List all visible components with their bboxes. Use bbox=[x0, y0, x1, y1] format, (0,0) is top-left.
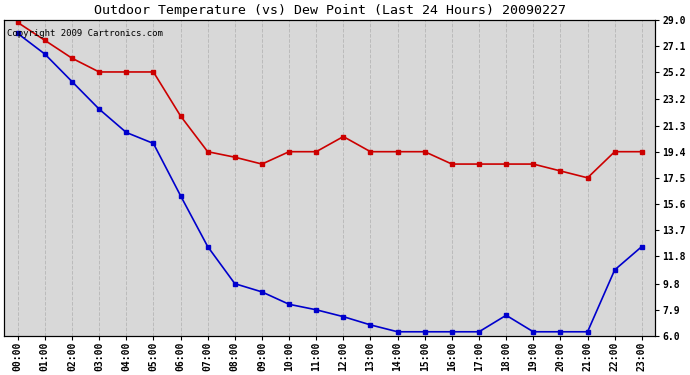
Text: Copyright 2009 Cartronics.com: Copyright 2009 Cartronics.com bbox=[8, 29, 164, 38]
Title: Outdoor Temperature (vs) Dew Point (Last 24 Hours) 20090227: Outdoor Temperature (vs) Dew Point (Last… bbox=[94, 4, 566, 17]
